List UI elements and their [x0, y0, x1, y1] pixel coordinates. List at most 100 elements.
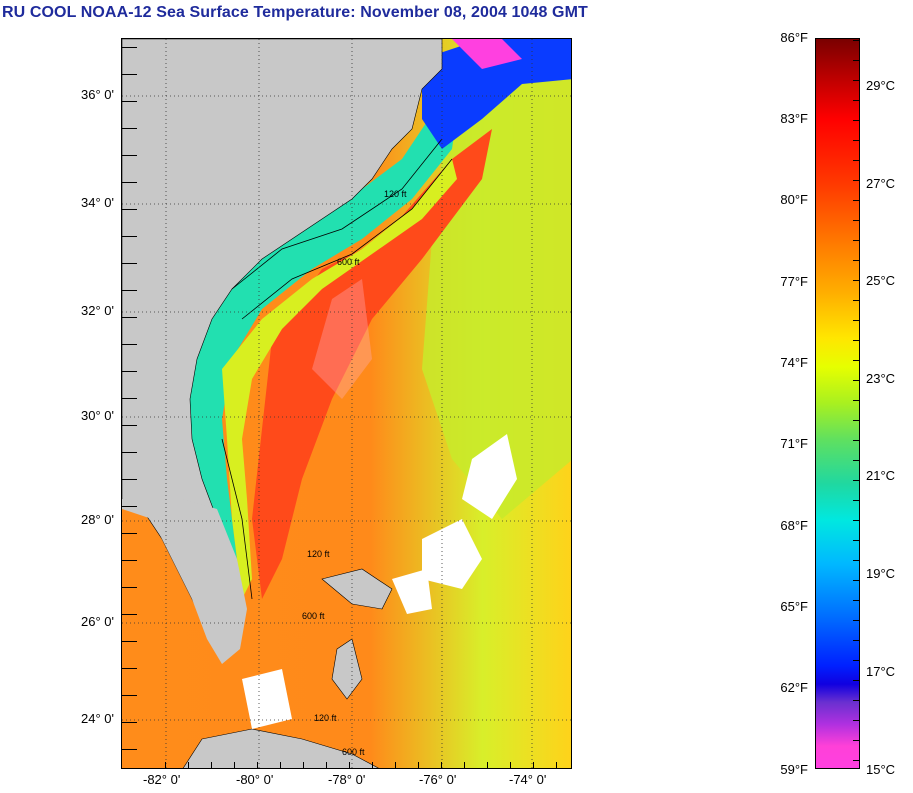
cloud-1: [462, 434, 517, 519]
colorbar-tick: [853, 680, 859, 681]
lat-label: 26° 0': [81, 614, 114, 629]
lon-tick: [326, 762, 327, 769]
colorbar-tick: [853, 40, 859, 41]
colorbar-tick: [853, 640, 859, 641]
colorbar-c-label: 29°C: [866, 78, 896, 93]
colorbar-tick: [853, 400, 859, 401]
lon-tick: [349, 762, 350, 769]
colorbar-tick: [853, 380, 859, 381]
lon-tick: [257, 762, 258, 769]
cold-magenta-patch: [452, 39, 522, 69]
lat-tick: [121, 533, 137, 534]
lat-tick: [121, 695, 137, 696]
colorbar-tick: [853, 60, 859, 61]
lat-tick: [121, 74, 137, 75]
colorbar-c-label: 23°C: [866, 371, 896, 386]
colorbar-tick: [853, 740, 859, 741]
lat-tick: [121, 587, 137, 588]
land-florida: [122, 499, 247, 664]
colorbar-c-label: 25°C: [866, 273, 896, 288]
colorbar-tick: [853, 80, 859, 81]
colorbar-tick: [853, 560, 859, 561]
lat-tick: [121, 128, 137, 129]
sst-map[interactable]: 120 ft 600 ft 120 ft 600 ft 120 ft 600 f…: [121, 38, 572, 769]
colorbar-tick: [853, 720, 859, 721]
lon-tick: [188, 762, 189, 769]
lat-label: 28° 0': [81, 512, 114, 527]
colorbar-f-label: 86°F: [780, 30, 808, 45]
colorbar-f-label: 83°F: [780, 111, 808, 126]
contour-label: 120 ft: [384, 189, 407, 199]
lon-label: -78° 0': [328, 772, 366, 787]
colorbar-tick: [853, 260, 859, 261]
lat-tick: [121, 398, 137, 399]
lon-tick: [556, 762, 557, 769]
lon-label: -80° 0': [236, 772, 274, 787]
lon-tick: [303, 762, 304, 769]
cloud-3: [392, 569, 432, 614]
colorbar-tick: [853, 520, 859, 521]
lat-tick: [121, 479, 137, 480]
lat-tick: [121, 452, 137, 453]
contour-shelf: [221, 438, 253, 600]
colorbar-f-label: 65°F: [780, 599, 808, 614]
colorbar-tick: [853, 600, 859, 601]
colorbar-tick: [853, 340, 859, 341]
lat-tick: [121, 209, 137, 210]
lon-tick: [395, 762, 396, 769]
lon-tick: [234, 762, 235, 769]
colorbar-f-label: 80°F: [780, 192, 808, 207]
land-bahamas: [321, 568, 393, 610]
lon-tick: [280, 762, 281, 769]
temperature-colorbar: [815, 38, 860, 769]
contour-label: 120 ft: [314, 713, 337, 723]
contour-120ft: [231, 138, 443, 290]
colorbar-f-label: 77°F: [780, 274, 808, 289]
lat-tick: [121, 506, 137, 507]
colorbar-tick: [853, 620, 859, 621]
colorbar-tick: [853, 320, 859, 321]
colorbar-tick: [853, 180, 859, 181]
lat-tick: [121, 182, 137, 183]
colorbar-f-label: 68°F: [780, 518, 808, 533]
contour-label: 600 ft: [342, 747, 365, 757]
lat-tick: [121, 317, 137, 318]
colorbar-tick: [853, 660, 859, 661]
chart-title: RU COOL NOAA-12 Sea Surface Temperature:…: [2, 4, 588, 21]
lat-tick: [121, 749, 137, 750]
lat-tick: [121, 641, 137, 642]
lon-tick: [510, 762, 511, 769]
land-andros: [331, 638, 363, 700]
sst-map-graphic: [122, 39, 571, 768]
lat-tick: [121, 668, 137, 669]
lat-tick: [121, 101, 137, 102]
lon-tick: [372, 762, 373, 769]
lon-tick: [441, 762, 442, 769]
colorbar-tick: [853, 160, 859, 161]
contour-600ft: [241, 158, 453, 320]
lon-label: -82° 0': [143, 772, 181, 787]
lon-tick: [165, 762, 166, 769]
colorbar-tick: [853, 540, 859, 541]
colorbar-tick: [853, 760, 859, 761]
colorbar-tick: [853, 140, 859, 141]
colorbar-tick: [853, 500, 859, 501]
coastal-shelf-water: [222, 159, 457, 599]
colorbar-tick: [853, 480, 859, 481]
colorbar-tick: [853, 580, 859, 581]
lon-tick: [533, 762, 534, 769]
cloud-4: [242, 669, 292, 729]
lat-label: 30° 0': [81, 408, 114, 423]
colorbar-tick: [853, 360, 859, 361]
colorbar-c-label: 27°C: [866, 176, 896, 191]
lon-label: -74° 0': [509, 772, 547, 787]
contour-label: 600 ft: [302, 611, 325, 621]
cloud-2: [422, 519, 482, 589]
lon-tick: [487, 762, 488, 769]
lat-tick: [121, 560, 137, 561]
colorbar-c-label: 17°C: [866, 664, 896, 679]
colorbar-tick: [853, 280, 859, 281]
lat-label: 32° 0': [81, 303, 114, 318]
colorbar-tick: [853, 220, 859, 221]
lat-label: 34° 0': [81, 195, 114, 210]
